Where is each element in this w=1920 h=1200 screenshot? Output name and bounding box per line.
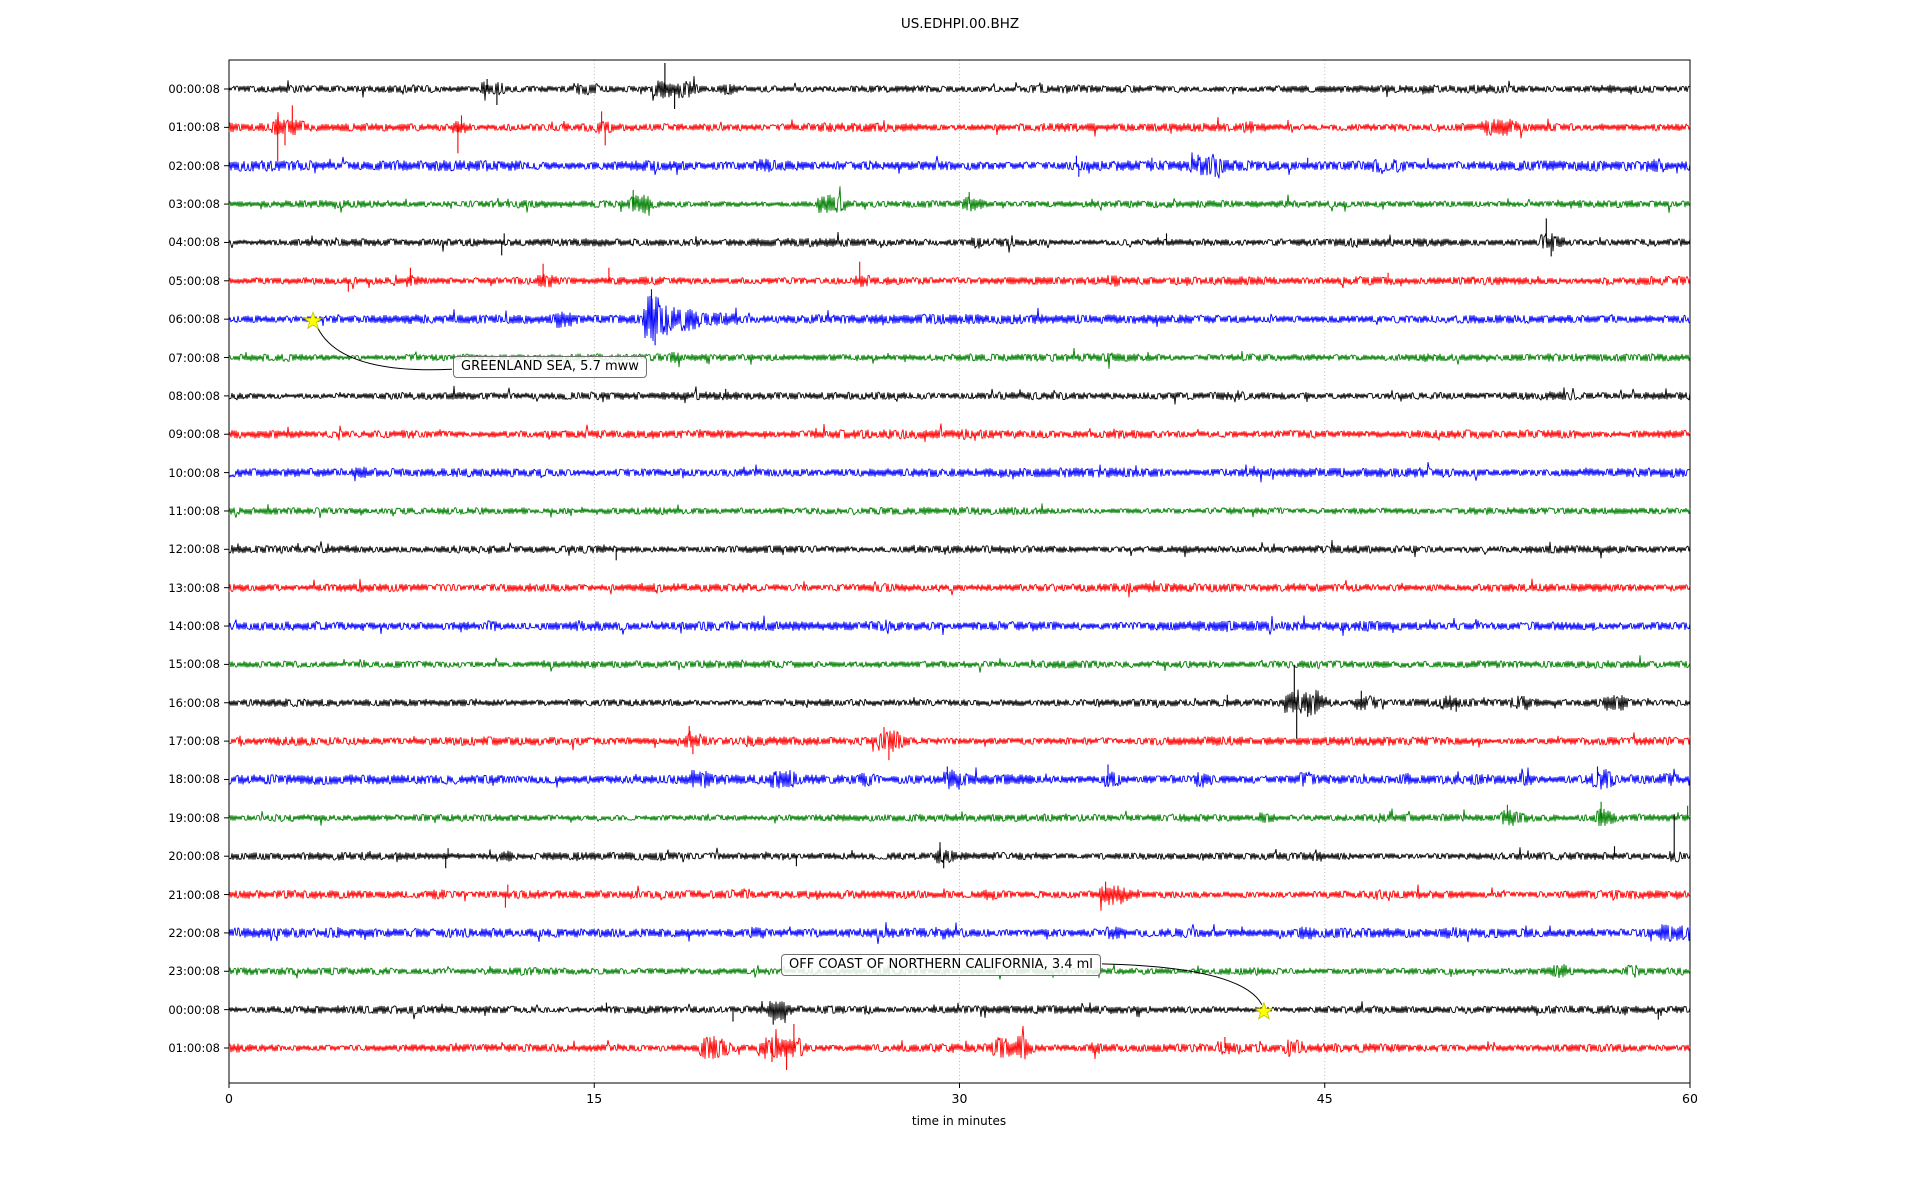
trace-time-label: 19:00:08 (168, 810, 220, 825)
seismogram-trace (228, 922, 1691, 944)
event-star-icon (1254, 1001, 1274, 1020)
trace-spike (445, 814, 1675, 869)
trace-time-label: 15:00:08 (168, 657, 220, 672)
seismogram-trace (228, 186, 1691, 216)
trace-time-label: 20:00:08 (168, 849, 220, 864)
annotation-text: GREENLAND SEA, 5.7 mww (461, 359, 639, 374)
seismogram-trace (228, 767, 1691, 790)
seismogram-trace (228, 846, 1691, 864)
trace-time-label: 23:00:08 (168, 964, 220, 979)
trace-spike (277, 105, 606, 162)
trace-time-label: 10:00:08 (168, 465, 220, 480)
trace-spike (1506, 801, 1689, 818)
event-star-icon (303, 311, 323, 330)
seismogram-trace (228, 152, 1691, 179)
trace-time-label: 07:00:08 (168, 350, 220, 365)
trace-time-label: 16:00:08 (168, 695, 220, 710)
trace-spike (946, 764, 1599, 780)
x-tick-label: 60 (1682, 1091, 1698, 1106)
x-tick-label: 30 (951, 1091, 968, 1106)
trace-time-label: 17:00:08 (168, 734, 220, 749)
trace-spike (1226, 664, 1457, 739)
trace-time-label: 18:00:08 (168, 772, 220, 787)
seismogram-trace (228, 295, 1691, 342)
seismogram-trace (228, 615, 1691, 636)
trace-spike (605, 1002, 1659, 1025)
x-tick-label: 45 (1316, 1091, 1333, 1106)
trace-spike (347, 261, 1389, 292)
annotation-connector (315, 323, 453, 371)
seismogram-trace (228, 808, 1691, 827)
annotation-northern-california: OFF COAST OF NORTHERN CALIFORNIA, 3.4 ml (781, 954, 1101, 976)
trace-spike (1075, 154, 1309, 177)
seismogram-trace (228, 689, 1691, 716)
trace-time-label: 09:00:08 (168, 427, 220, 442)
seismogram-trace (228, 1000, 1691, 1024)
trace-time-label: 02:00:08 (168, 158, 220, 173)
figure-title: US.EDHPI.00.BHZ (900, 16, 1020, 32)
trace-time-label: 08:00:08 (168, 388, 220, 403)
seismogram-trace (228, 112, 1691, 139)
seismogram-trace (228, 423, 1691, 442)
trace-time-label: 12:00:08 (168, 542, 220, 557)
annotation-greenland-sea: GREENLAND SEA, 5.7 mww (453, 356, 647, 378)
seismogram-trace (228, 884, 1691, 911)
seismogram-trace (228, 730, 1691, 752)
trace-time-label: 00:00:08 (168, 1002, 220, 1017)
seismogram-trace (228, 76, 1691, 101)
annotation-text: OFF COAST OF NORTHERN CALIFORNIA, 3.4 ml (789, 957, 1093, 972)
trace-time-label: 04:00:08 (168, 235, 220, 250)
trace-time-label: 14:00:08 (168, 619, 220, 634)
seismogram-trace (228, 231, 1691, 253)
trace-time-label: 11:00:08 (168, 503, 220, 518)
x-axis-label: time in minutes (911, 1114, 1007, 1128)
seismogram-trace (228, 539, 1691, 559)
trace-spike (504, 881, 1107, 908)
seismogram-trace (228, 503, 1691, 519)
seismogram-trace (228, 462, 1691, 483)
annotation-connector (1101, 963, 1263, 1005)
trace-time-label: 00:00:08 (168, 82, 220, 96)
seismogram-trace (228, 655, 1691, 673)
seismogram-trace (228, 274, 1691, 290)
trace-spike (501, 218, 1552, 257)
seismogram-trace (228, 578, 1691, 598)
trace-spike (688, 726, 890, 761)
trace-time-label: 01:00:08 (168, 1041, 220, 1055)
trace-time-label: 22:00:08 (168, 925, 220, 940)
trace-time-label: 03:00:08 (168, 197, 220, 212)
trace-spike (632, 190, 970, 205)
trace-spike (650, 289, 656, 346)
trace-time-label: 06:00:08 (168, 312, 220, 327)
trace-time-label: 05:00:08 (168, 273, 220, 288)
seismogram-trace (228, 1025, 1691, 1060)
trace-spike (486, 63, 676, 109)
seismogram-trace (228, 385, 1691, 405)
trace-time-label: 13:00:08 (168, 580, 220, 595)
trace-time-label: 01:00:08 (168, 120, 220, 135)
trace-spike (771, 1024, 1226, 1070)
x-tick-label: 15 (586, 1091, 603, 1106)
x-tick-label: 0 (225, 1091, 233, 1106)
trace-time-label: 21:00:08 (168, 887, 220, 902)
